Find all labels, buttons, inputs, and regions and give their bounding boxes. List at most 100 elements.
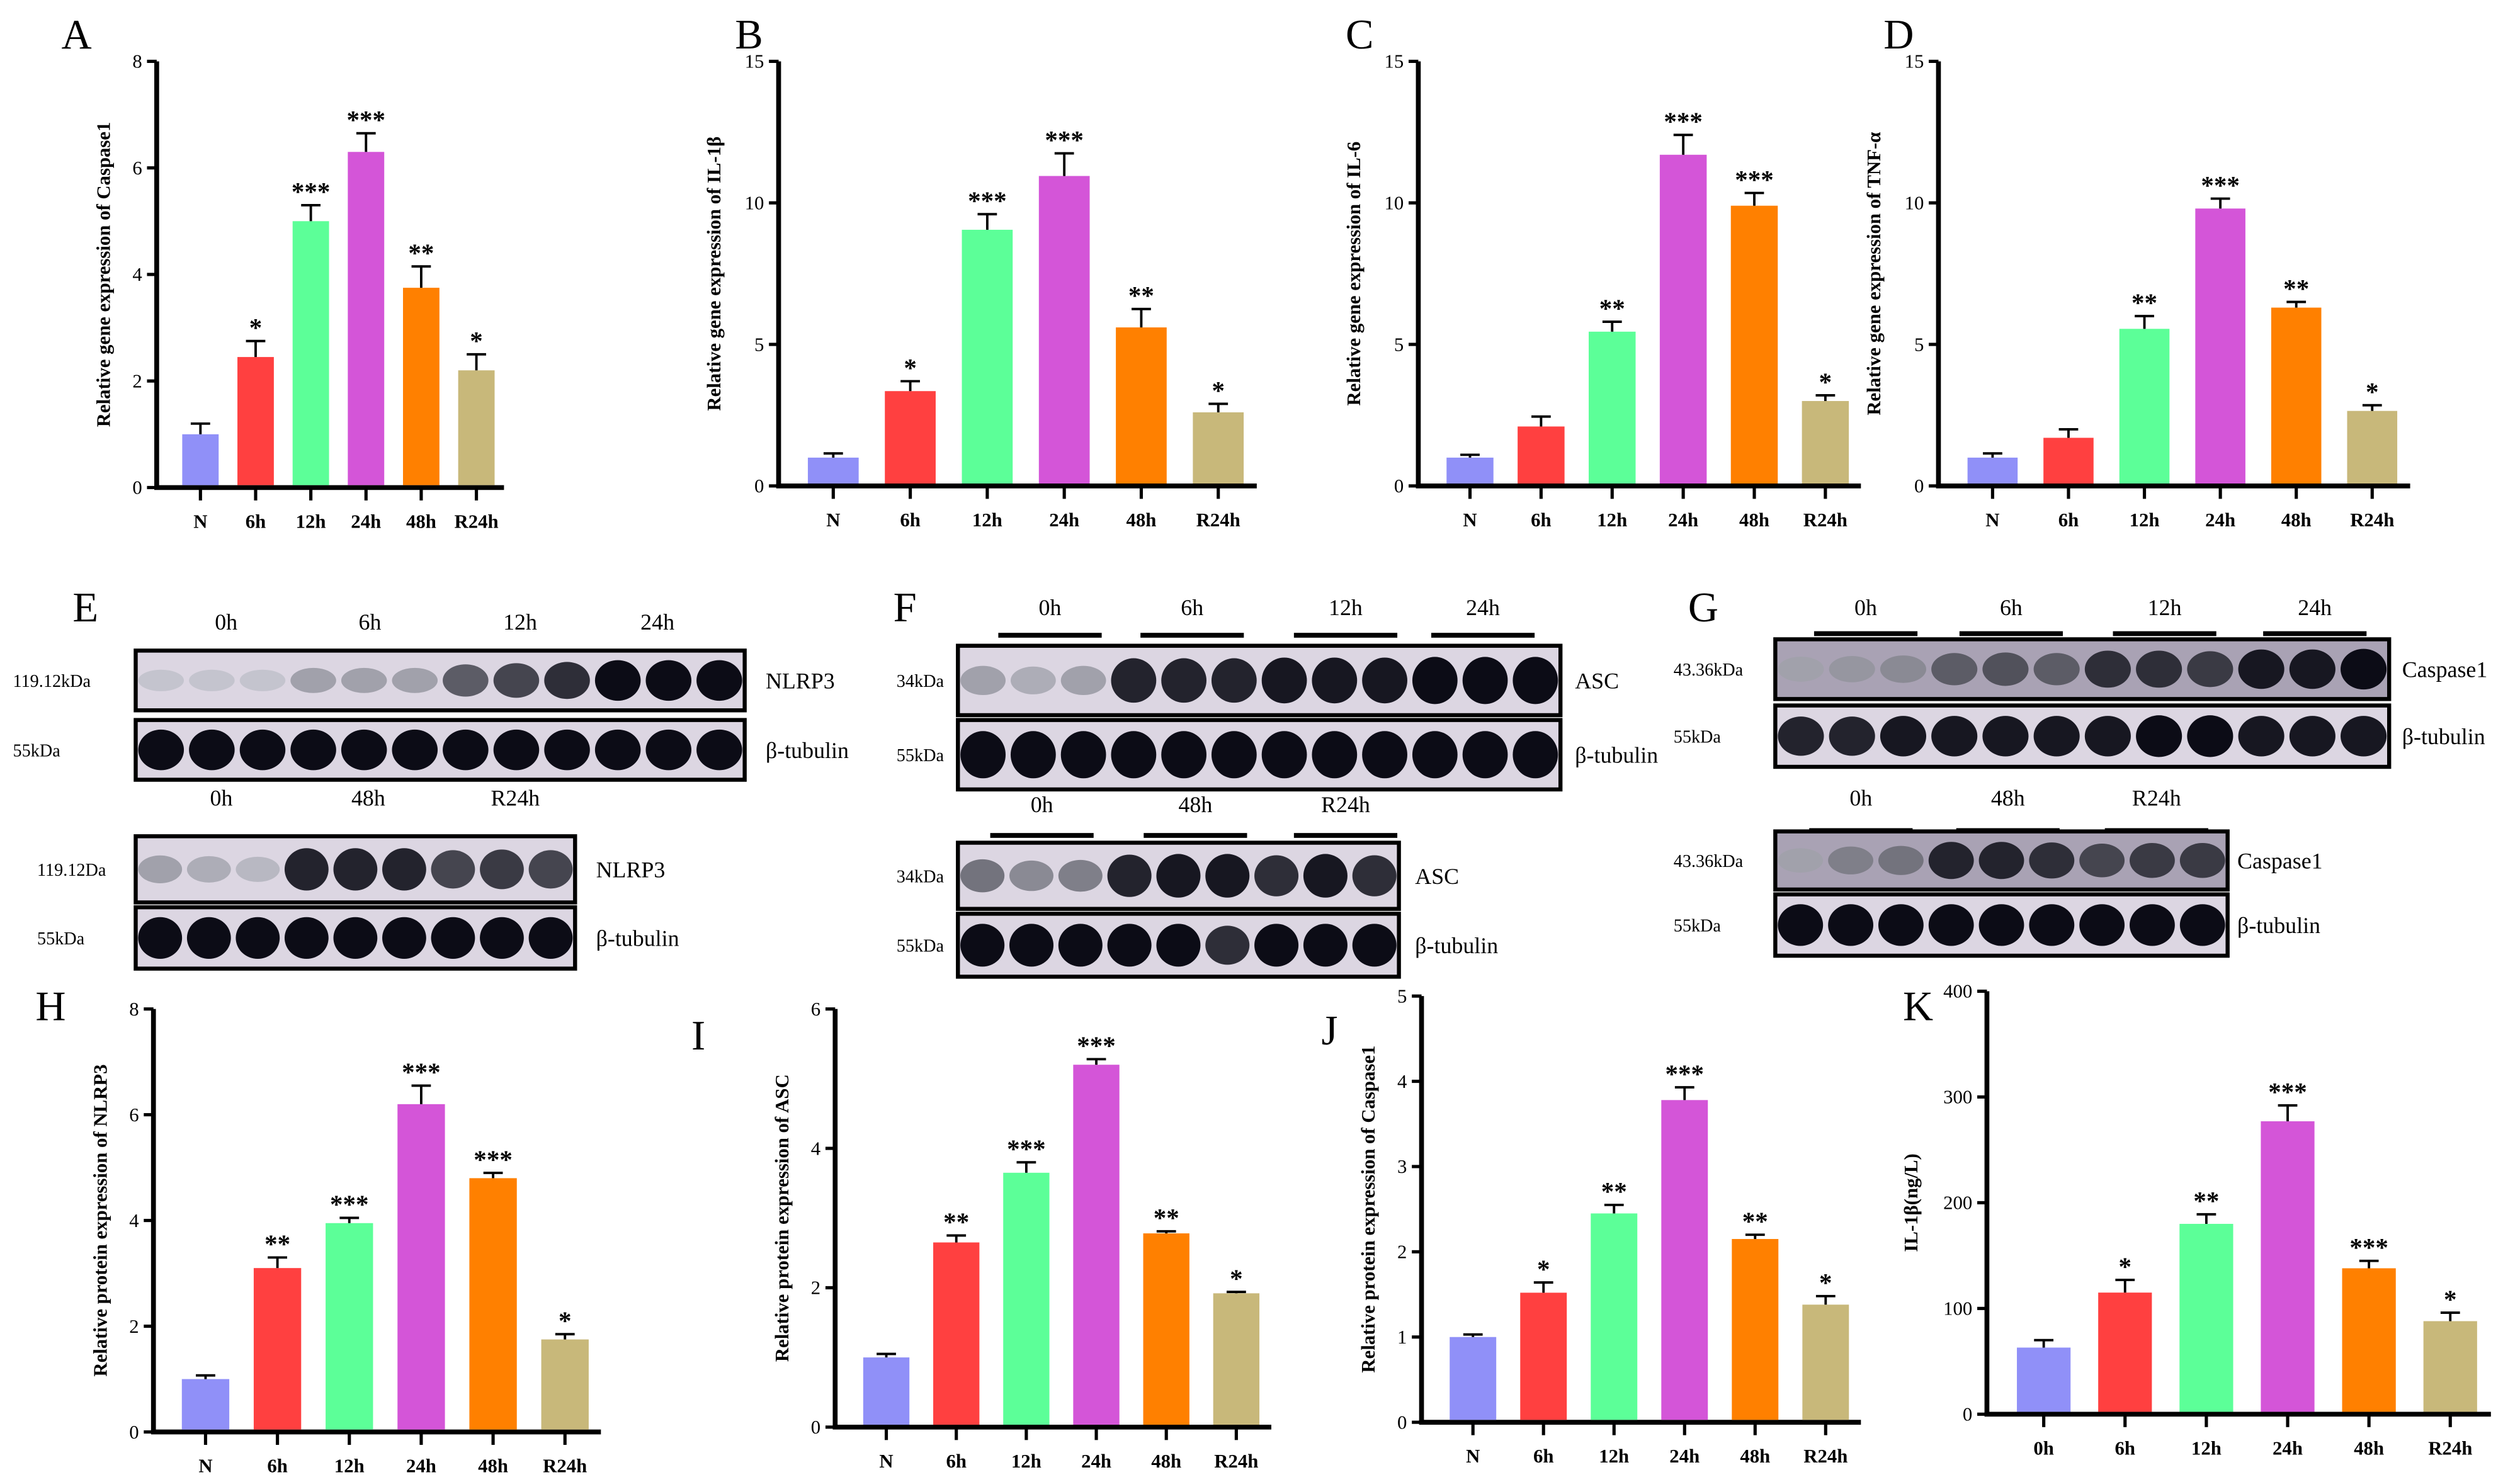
x-tick-label: R24h [455,511,499,533]
blot-band [645,660,692,701]
lane-label: 6h [2000,595,2023,620]
lane-label: 12h [2148,595,2182,620]
blot-band [1107,854,1152,897]
x-tick-label: 6h [2058,509,2079,531]
panel-letter: D [1883,12,1914,58]
bar-n [807,457,859,484]
lane-group-bar [998,633,1102,638]
blot-band [138,855,183,883]
bar-24h [348,152,385,485]
blot-band [645,729,692,771]
significance-marker: ** [2131,288,2157,317]
lane-label: 12h [503,609,537,635]
x-tick-label: 24h [1049,509,1079,531]
y-tick-label: 300 [1943,1087,1972,1108]
bar-r24h [1802,400,1849,484]
protein-label: β-tubulin [2237,913,2320,938]
blot-band [2033,653,2080,686]
lane-group-bar [2263,631,2367,636]
significance-marker: *** [292,177,331,206]
bar-6h [2098,1293,2152,1412]
bar-r24h [1193,412,1244,484]
lane-label: 0h [1031,792,1053,817]
bar-24h [1661,1100,1708,1420]
panel-letter: E [72,585,98,631]
protein-label: β-tubulin [1575,743,1658,768]
significance-marker: ** [1128,281,1154,310]
y-tick-label: 4 [129,1210,139,1231]
significance-marker: * [1819,1268,1832,1297]
lane-group-bar [990,833,1094,838]
blot-band [696,660,742,701]
blot-band [1978,842,2024,880]
bar-24h [397,1104,445,1430]
blot-band [1211,658,1257,703]
x-tick-label: 48h [1126,509,1156,531]
molecular-weight-label: 119.12kDa [13,672,91,691]
blot-band [392,729,438,771]
molecular-weight-label: 119.12Da [37,861,106,880]
y-tick-label: 3 [1397,1156,1407,1177]
lane-label: 0h [1854,595,1877,620]
protein-label: NLRP3 [766,669,835,694]
x-tick-label: N [1985,509,1999,531]
bar-6h [933,1242,980,1425]
blot-membrane-tubulin [1773,703,2392,769]
blot-band [2136,650,2182,688]
y-tick-label: 5 [754,334,764,355]
blot-band [1107,924,1152,967]
panel-letter: I [691,1013,705,1059]
blot-band [1060,731,1106,779]
blot-panel-g: G 0h 6h 12h 24h 43.36kDa Caspase1 55kDa β-tubuli… [1674,585,2488,958]
significance-marker: * [2366,377,2379,406]
blot-band [1111,731,1157,779]
panel-letter: B [735,12,763,58]
x-tick-label: 24h [406,1456,436,1477]
blot-band [382,848,426,891]
significance-marker: *** [330,1190,369,1219]
blot-membrane-caspase1 [1773,637,2392,701]
significance-marker: * [2444,1284,2457,1313]
significance-marker: * [1230,1264,1243,1293]
blot-band [2130,904,2175,946]
significance-marker: *** [1045,125,1084,154]
molecular-weight-label: 55kDa [1674,728,1722,747]
blot-band [960,924,1005,967]
y-tick-label: 0 [1394,475,1404,497]
blot-band [2079,904,2125,946]
x-tick-label: 6h [2115,1437,2136,1459]
molecular-weight-label: 55kDa [897,746,945,766]
x-tick-label: 12h [2191,1437,2222,1459]
x-tick-label: R24h [1196,509,1240,531]
blot-panel-f: F 0h 6h 12h 24h 34kDa ASC 55kDa β-tubulin 0h 48h R2… [894,585,1658,979]
blot-band [2130,843,2175,878]
lane-label: R24h [2132,786,2181,811]
blot-band [284,848,329,891]
lane-group-bar [2113,631,2216,636]
blot-band [1254,855,1299,897]
blot-band [236,856,280,882]
blot-band [1303,924,1348,967]
blot-band [1513,657,1558,704]
blot-band [1931,716,1978,757]
significance-marker: *** [1007,1134,1046,1163]
bar-12h [1591,1213,1638,1420]
blot-band [1111,658,1157,703]
bar-24h [1073,1065,1120,1425]
x-tick-label: 48h [406,511,436,533]
y-tick-label: 2 [811,1277,820,1299]
blot-band [1312,731,1358,779]
blot-band [1978,904,2024,946]
significance-marker: *** [474,1145,513,1174]
blot-band [341,667,387,693]
lane-group-bar [1293,833,1398,838]
protein-label: Caspase1 [2402,657,2488,682]
blot-band [1161,731,1206,779]
bar-48h [1116,327,1167,484]
y-tick-label: 5 [1397,985,1407,1007]
panel-letter: F [894,585,917,631]
y-tick-label: 0 [754,475,764,497]
bar-6h [1520,1293,1567,1420]
significance-marker: ** [1601,1177,1627,1206]
x-tick-label: 48h [2281,509,2312,531]
